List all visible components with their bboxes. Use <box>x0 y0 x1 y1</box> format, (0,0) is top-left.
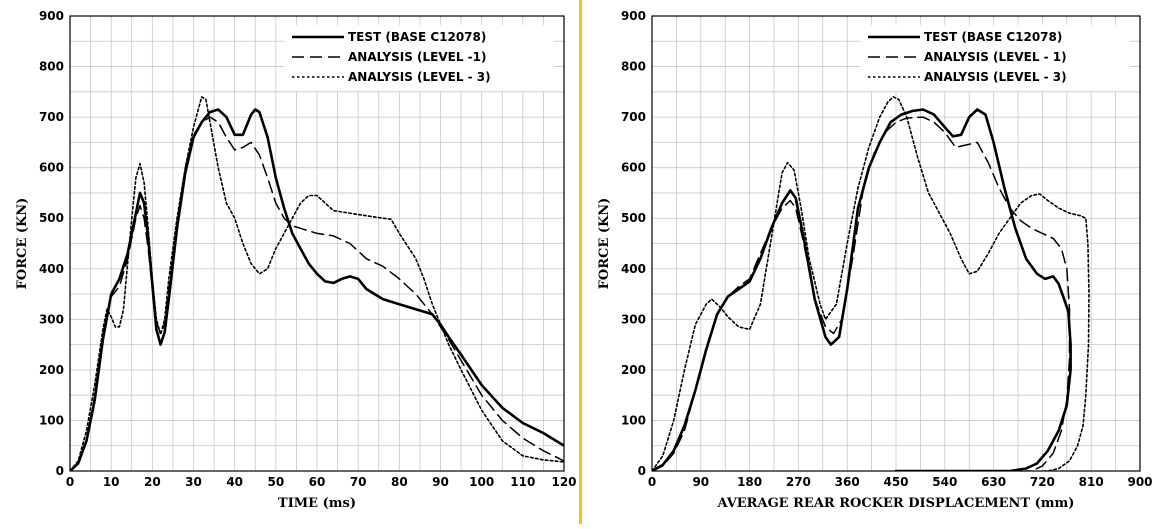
x-tick-label: 80 <box>391 475 408 489</box>
x-tick-label: 90 <box>692 475 709 489</box>
series-line-dashed <box>652 116 1071 471</box>
x-tick-label: 120 <box>551 475 576 489</box>
y-tick-label: 300 <box>621 312 646 326</box>
x-tick-label: 20 <box>144 475 161 489</box>
y-tick-label: 700 <box>39 110 64 124</box>
legend-label: TEST (BASE C12078) <box>924 30 1062 44</box>
y-tick-label: 300 <box>39 312 64 326</box>
x-tick-label: 270 <box>786 475 811 489</box>
series-line-solid <box>70 108 564 471</box>
x-tick-label: 900 <box>1127 475 1152 489</box>
y-tick-label: 700 <box>621 110 646 124</box>
legend: TEST (BASE C12078) ANALYSIS (LEVEL -1) ANA… <box>284 25 554 91</box>
x-tick-label: 450 <box>883 475 908 489</box>
x-axis-title: AVERAGE REAR ROCKER DISPLACEMENT (mm) <box>717 496 1075 511</box>
y-tick-label: 600 <box>621 161 646 175</box>
x-axis-title: TIME (ms) <box>278 496 356 511</box>
x-tick-label: 0 <box>66 475 74 489</box>
y-tick-label: 800 <box>621 60 646 74</box>
series-line-dashed <box>70 116 564 471</box>
series-line-solid <box>652 108 1072 471</box>
x-tick-label: 180 <box>737 475 762 489</box>
y-tick-label: 400 <box>39 262 64 276</box>
x-tick-label: 0 <box>648 475 656 489</box>
legend-label: TEST (BASE C12078) <box>348 30 486 44</box>
x-tick-label: 110 <box>510 475 535 489</box>
x-tick-label: 30 <box>185 475 202 489</box>
x-tick-label: 10 <box>103 475 120 489</box>
y-tick-label: 500 <box>621 211 646 225</box>
legend-label: ANALYSIS (LEVEL - 3) <box>348 70 491 84</box>
y-tick-label: 500 <box>39 211 64 225</box>
x-tick-label: 70 <box>350 475 367 489</box>
series-line-dotted <box>70 96 564 471</box>
y-tick-label: 100 <box>621 413 646 427</box>
series-line-dotted <box>652 96 1090 471</box>
y-tick-label: 200 <box>621 363 646 377</box>
y-tick-label: 800 <box>39 60 64 74</box>
plot-frame <box>69 15 565 472</box>
y-tick-label: 400 <box>621 262 646 276</box>
legend-label: ANALYSIS (LEVEL - 3) <box>924 70 1067 84</box>
x-tick-label: 540 <box>932 475 957 489</box>
y-tick-label: 0 <box>56 464 64 478</box>
y-tick-label: 100 <box>39 413 64 427</box>
x-tick-label: 810 <box>1079 475 1104 489</box>
x-tick-label: 630 <box>981 475 1006 489</box>
plot-frame <box>651 15 1141 472</box>
y-tick-label: 0 <box>638 464 646 478</box>
legend-label: ANALYSIS (LEVEL - 1) <box>924 50 1067 64</box>
y-tick-label: 900 <box>39 9 64 23</box>
legend: TEST (BASE C12078) ANALYSIS (LEVEL - 1) AN… <box>860 25 1130 91</box>
legend-label: ANALYSIS (LEVEL -1) <box>348 50 486 64</box>
x-tick-label: 90 <box>432 475 449 489</box>
x-tick-label: 100 <box>469 475 494 489</box>
y-axis-title: FORCE (KN) <box>15 198 30 290</box>
chart-panel-1: 0 10 20 30 40 50 60 70 80 90 100 110 120 0 100 200 300 40… <box>15 9 577 511</box>
x-tick-label: 60 <box>309 475 326 489</box>
x-tick-label: 360 <box>835 475 860 489</box>
y-tick-label: 900 <box>621 9 646 23</box>
y-axis-title: FORCE (KN) <box>597 198 612 290</box>
chart-panel-2: 0 90 180 270 360 450 540 630 720 810 900 0 100 200 300… <box>597 9 1153 511</box>
panel-divider <box>579 0 582 524</box>
x-tick-label: 50 <box>267 475 284 489</box>
x-tick-label: 40 <box>226 475 243 489</box>
y-tick-label: 600 <box>39 161 64 175</box>
x-tick-label: 720 <box>1030 475 1055 489</box>
y-tick-label: 200 <box>39 363 64 377</box>
